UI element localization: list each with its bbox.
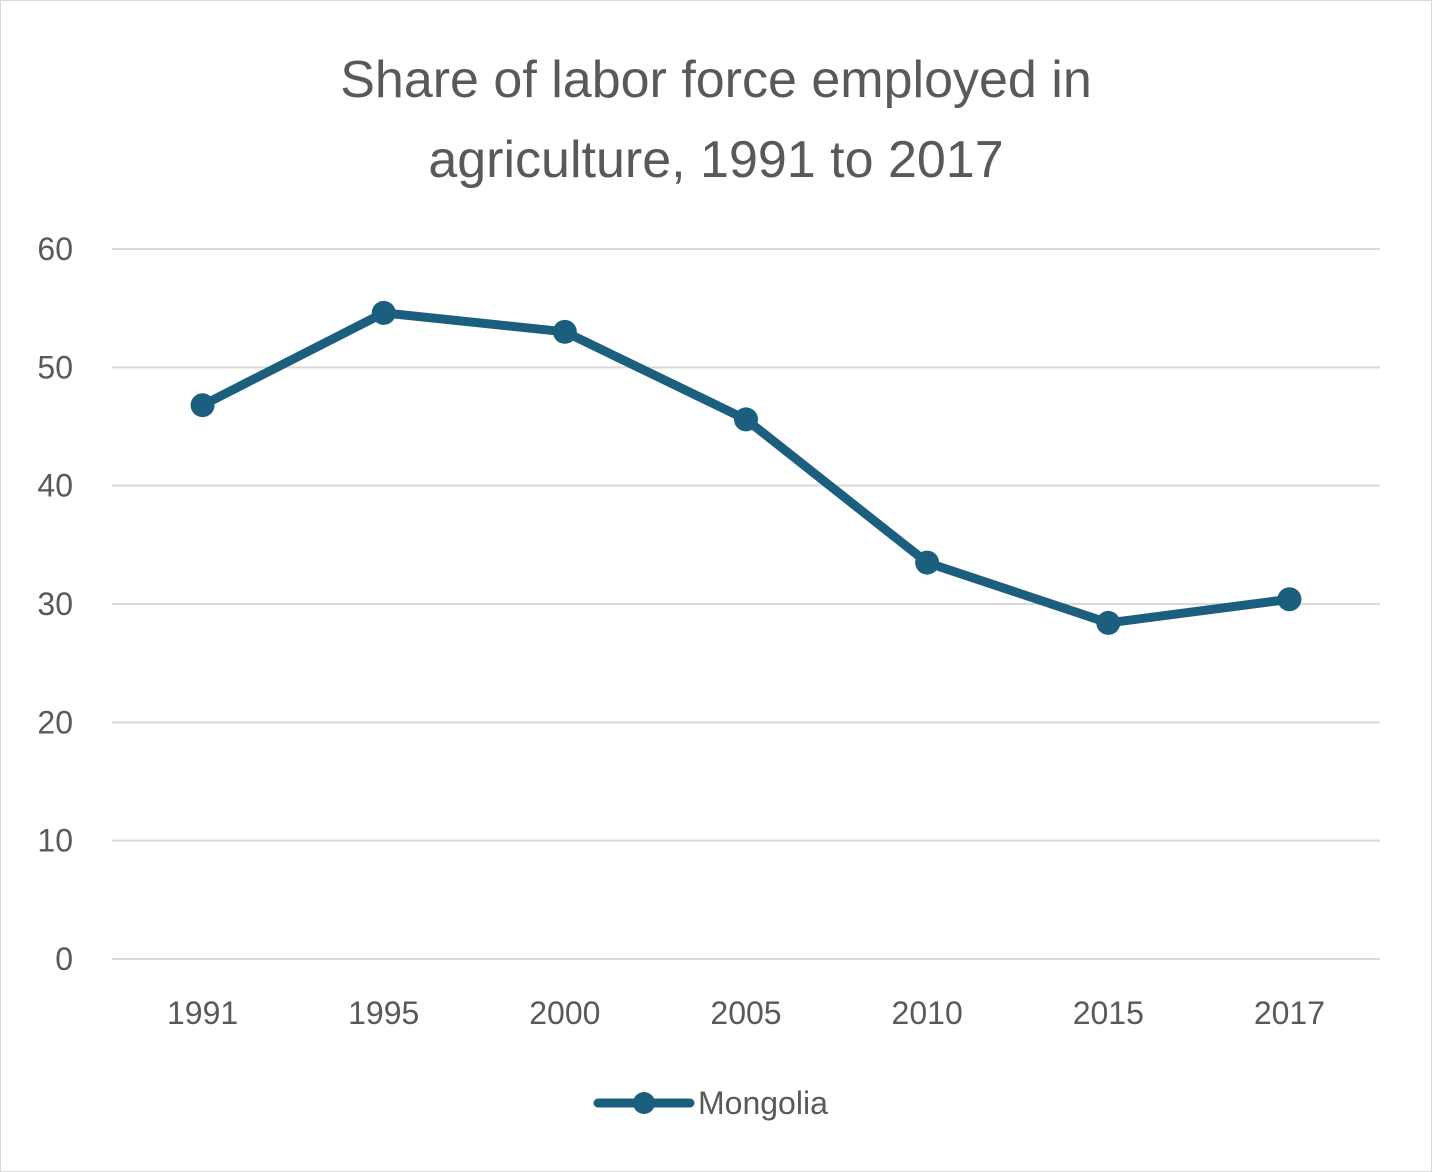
gridlines <box>112 248 1380 960</box>
data-point-2000 <box>552 319 577 344</box>
y-tick-label-60: 60 <box>37 231 73 267</box>
data-point-1995 <box>371 300 396 325</box>
y-tick-label-0: 0 <box>55 941 73 977</box>
chart-title-line-2: agriculture, 1991 to 2017 <box>428 131 1004 189</box>
chart-title: Share of labor force employed in agricul… <box>0 40 1432 200</box>
data-point-2005 <box>734 407 758 432</box>
x-tick-label-2000: 2000 <box>529 995 600 1031</box>
data-point-2010 <box>915 550 940 575</box>
y-axis-tick-labels: 0 10 20 30 40 50 60 <box>37 231 73 977</box>
y-tick-label-50: 50 <box>37 349 73 385</box>
y-tick-label-30: 30 <box>37 586 73 622</box>
x-tick-label-2017: 2017 <box>1254 995 1325 1031</box>
x-tick-label-2015: 2015 <box>1073 995 1144 1031</box>
series-mongolia <box>190 300 1302 635</box>
x-tick-label-1995: 1995 <box>348 995 419 1031</box>
chart-title-line-1: Share of labor force employed in <box>340 51 1092 109</box>
x-tick-label-1991: 1991 <box>167 995 238 1031</box>
series-line-mongolia <box>198 308 1294 628</box>
legend-marker-mongolia <box>633 1092 655 1114</box>
y-tick-label-40: 40 <box>37 468 73 504</box>
legend-label-mongolia: Mongolia <box>698 1085 828 1121</box>
x-axis-tick-labels: 1991 1995 2000 2005 2010 2015 2017 <box>167 995 1325 1031</box>
y-tick-label-10: 10 <box>37 823 73 859</box>
y-tick-label-20: 20 <box>37 704 73 740</box>
data-point-2017 <box>1277 587 1302 612</box>
x-tick-label-2005: 2005 <box>710 995 781 1031</box>
x-tick-label-2010: 2010 <box>892 995 963 1031</box>
legend: Mongolia <box>593 1085 828 1121</box>
data-point-2015 <box>1096 610 1121 635</box>
data-point-1991 <box>190 393 215 418</box>
